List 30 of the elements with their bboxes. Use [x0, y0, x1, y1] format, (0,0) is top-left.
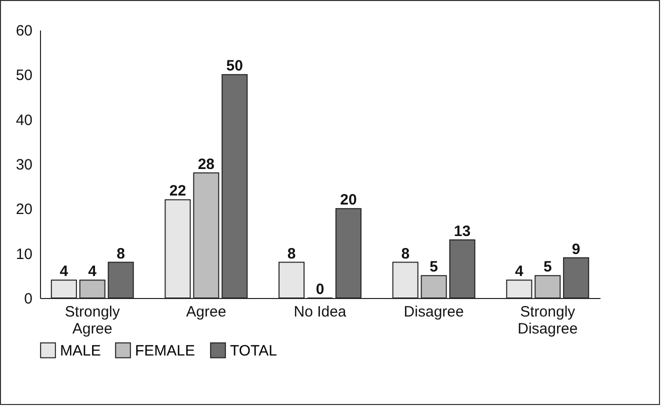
data-label: 4: [88, 263, 98, 280]
data-label: 13: [454, 222, 471, 240]
y-tick-label: 50: [16, 67, 32, 84]
y-tick-label: 30: [16, 156, 32, 174]
data-label: 9: [572, 240, 580, 258]
y-tick-label: 60: [16, 22, 32, 40]
legend-label: FEMALE: [135, 342, 196, 360]
x-tick-label: Strongly Disagree: [518, 304, 578, 338]
y-tick-label: 10: [16, 246, 32, 263]
data-label: 8: [116, 245, 125, 262]
data-label: 28: [198, 156, 215, 173]
data-label: 8: [287, 245, 296, 262]
data-label: 50: [226, 58, 243, 75]
legend-label: TOTAL: [230, 342, 277, 360]
y-tick-label: 20: [16, 201, 32, 218]
x-tick-label: Strongly Agree: [64, 304, 120, 338]
y-tick-label: 40: [16, 112, 32, 129]
data-label: 8: [401, 245, 410, 262]
legend-label: MALE: [60, 342, 101, 360]
data-label: 4: [60, 263, 69, 280]
data-label: 4: [515, 263, 524, 280]
x-tick-label: Agree: [186, 304, 226, 320]
data-label: 22: [169, 182, 186, 200]
x-tick-label: Disagree: [404, 304, 464, 320]
data-label: 20: [340, 192, 357, 209]
y-tick-label: 0: [24, 290, 32, 308]
data-label: 0: [316, 281, 324, 298]
data-label: 5: [543, 258, 552, 276]
x-tick-label: No Idea: [294, 304, 347, 320]
data-label: 5: [430, 258, 438, 276]
